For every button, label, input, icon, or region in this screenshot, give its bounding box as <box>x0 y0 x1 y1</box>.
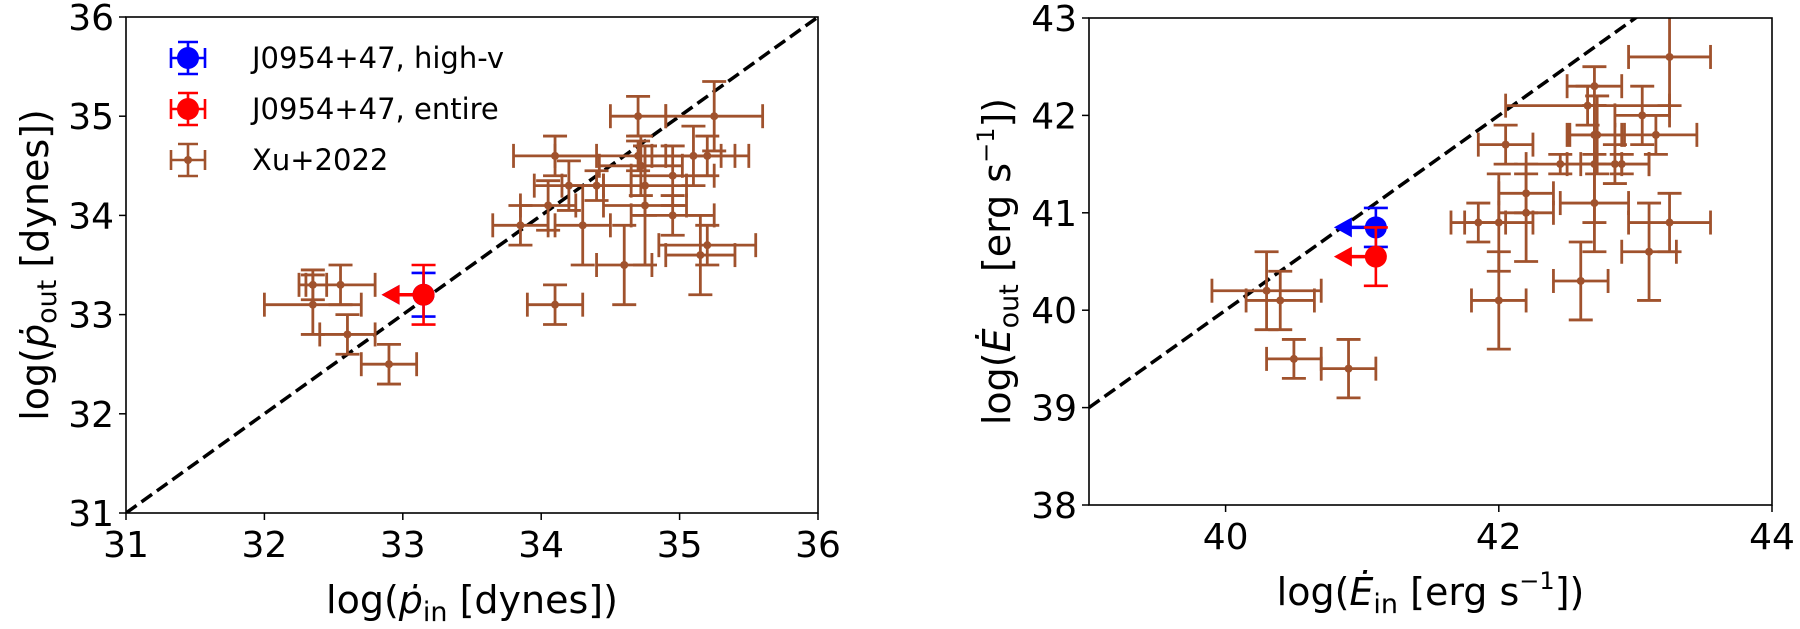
legend-label: Xu+2022 <box>252 143 388 177</box>
data-point <box>1265 338 1323 380</box>
x-tick-label: 40 <box>1203 517 1249 558</box>
legend-entry: J0954+47, high-v <box>169 40 504 76</box>
energy-rate-panel: 40 42 44 38 39 40 41 42 43 log(Ėin [erg s−1]) log… <box>972 0 1795 620</box>
data-point <box>1333 226 1388 288</box>
legend-label: J0954+47, high-v <box>250 41 504 75</box>
series-xu-2022 <box>262 80 765 386</box>
data-point <box>1613 114 1699 156</box>
x-tick-label: 32 <box>241 525 287 566</box>
data-point <box>1476 123 1535 166</box>
x-tick-label: 44 <box>1749 517 1795 558</box>
legend-entry: Xu+2022 <box>169 142 388 178</box>
one-to-one-line <box>126 17 818 513</box>
data-point <box>1593 152 1651 177</box>
legend-label: J0954+47, entire <box>250 92 499 126</box>
upper-limit-arrow-icon <box>1333 246 1352 267</box>
x-axis-label: log(ṗin [dynes]) <box>326 578 618 625</box>
y-tick-label: 33 <box>68 296 114 337</box>
y-axis-label: log(Ėout [erg s−1]) <box>972 98 1025 425</box>
data-point <box>297 268 329 302</box>
data-point <box>1627 18 1712 108</box>
y-tick-label: 36 <box>68 0 114 39</box>
data-point <box>359 342 419 386</box>
series-j0954-47-entire <box>381 263 436 326</box>
data-point <box>1565 65 1624 108</box>
legend-marker-icon <box>184 156 192 164</box>
axes-frame <box>1088 17 1773 506</box>
y-tick-label: 42 <box>1031 96 1077 137</box>
x-tick-label: 36 <box>795 525 841 566</box>
data-point <box>318 313 377 356</box>
data-point <box>304 263 377 307</box>
y-tick-label: 41 <box>1031 194 1077 235</box>
legend-marker-icon <box>177 98 199 120</box>
x-axis-label: log(Ėin [erg s−1]) <box>1277 567 1585 620</box>
data-point <box>525 283 585 326</box>
data-point <box>1627 191 1712 254</box>
y-tick-label: 39 <box>1031 389 1077 430</box>
x-tick-label: 35 <box>657 525 703 566</box>
y-tick-label: 32 <box>68 395 114 436</box>
legend-entry: J0954+47, entire <box>169 91 499 127</box>
data-point <box>519 179 578 232</box>
momentum-rate-panel: 31 32 33 34 35 36 31 32 33 34 35 36 log(ṗin [dynes]… <box>13 0 841 628</box>
legend-marker-icon <box>177 47 199 69</box>
data-point <box>1552 240 1610 322</box>
series-j0954-47-entire <box>1333 226 1388 288</box>
x-tick-label: 34 <box>518 525 564 566</box>
y-tick-label: 34 <box>68 196 114 237</box>
y-tick-label: 35 <box>68 97 114 138</box>
data-point <box>1244 269 1316 332</box>
y-axis-label: log(ṗout [dynes]) <box>13 109 63 421</box>
data-point <box>664 134 751 178</box>
upper-limit-arrow-icon <box>381 284 400 305</box>
plot-area <box>126 17 818 513</box>
x-tick-label: 33 <box>380 525 426 566</box>
axes-frame <box>125 16 819 514</box>
data-point <box>1497 162 1555 263</box>
y-tick-label: 43 <box>1031 0 1077 40</box>
data-point <box>1210 250 1323 332</box>
series-xu-2022 <box>1210 18 1712 400</box>
data-point <box>1470 250 1528 351</box>
one-to-one-line <box>1089 18 1639 410</box>
data-point <box>381 263 436 326</box>
x-tick-label: 42 <box>1476 517 1522 558</box>
y-tick-label: 31 <box>68 494 114 535</box>
upper-limit-arrow-icon <box>1333 217 1352 238</box>
data-point <box>664 80 765 153</box>
x-tick-label: 31 <box>103 525 149 566</box>
y-tick-label: 38 <box>1031 486 1077 527</box>
data-point <box>1319 338 1378 400</box>
y-tick-label: 40 <box>1031 291 1077 332</box>
plot-area <box>1089 18 1712 410</box>
data-point <box>602 144 688 267</box>
data-point <box>664 213 737 297</box>
legend: J0954+47, high-v J0954+47, entire Xu+2022 <box>169 40 504 178</box>
